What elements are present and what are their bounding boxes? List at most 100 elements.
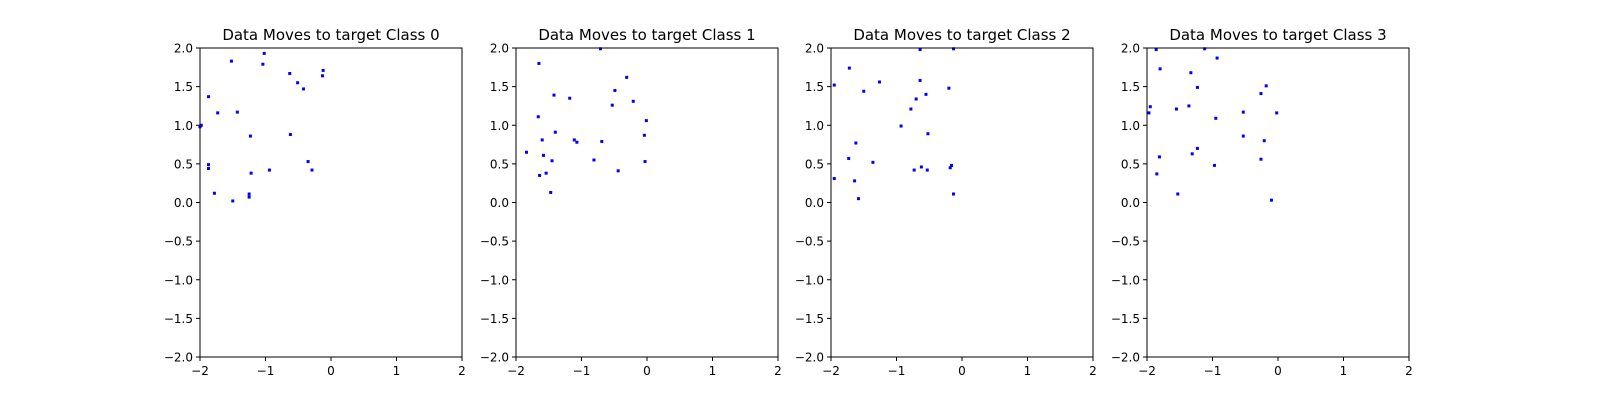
data-point (914, 97, 918, 101)
x-tick-label: 1 (709, 364, 717, 378)
data-point (613, 88, 617, 92)
data-point (600, 139, 604, 143)
chart-title: Data Moves to target Class 1 (538, 26, 755, 44)
data-point (847, 66, 851, 70)
y-tick-label: −0.5 (1111, 235, 1140, 249)
data-point (832, 177, 836, 181)
x-tick-label: 1 (1024, 364, 1032, 378)
axes-frame (830, 47, 1094, 358)
x-tick-label: −2 (507, 364, 525, 378)
data-point (1147, 111, 1151, 115)
data-point (537, 61, 541, 65)
data-point (877, 80, 881, 84)
data-point (550, 159, 554, 163)
data-point (610, 103, 614, 107)
data-point (1187, 104, 1191, 108)
data-point (1190, 152, 1194, 156)
data-point (549, 190, 553, 194)
x-tick-label: 0 (958, 364, 966, 378)
data-point (288, 133, 292, 137)
y-tick-label: 1.0 (174, 119, 193, 133)
y-tick-label: 0.0 (1121, 196, 1140, 210)
data-point (572, 138, 576, 142)
data-point (950, 163, 954, 167)
y-tick-label: −1.5 (795, 312, 824, 326)
data-point (1174, 107, 1178, 111)
data-point (909, 107, 913, 111)
data-point (247, 195, 251, 199)
axes-frame (1146, 47, 1410, 358)
y-tick-label: −2.0 (795, 351, 824, 365)
data-point (207, 95, 211, 99)
subplot-0: Data Moves to target Class 0 −2 −1 0 1 2 −2.0 −… (164, 26, 466, 378)
data-point (643, 160, 647, 164)
x-tick-label: −1 (573, 364, 591, 378)
data-point (1214, 116, 1218, 120)
axes-frame (199, 47, 463, 358)
data-point (947, 86, 951, 90)
data-point (832, 83, 836, 87)
chart-title: Data Moves to target Class 2 (853, 26, 1070, 44)
y-tick-label: 2.0 (490, 42, 509, 56)
data-point (261, 62, 265, 66)
data-point (1212, 163, 1216, 167)
data-point (847, 156, 851, 160)
data-point (288, 71, 292, 75)
y-tick-label: 1.5 (174, 80, 193, 94)
x-tick-label: 0 (1274, 364, 1282, 378)
data-point (924, 92, 928, 96)
subplot-2: Data Moves to target Class 2 −2 −1 0 1 2 −2.0 −… (795, 26, 1097, 378)
data-point (625, 75, 629, 79)
x-tick-label: 2 (774, 364, 782, 378)
data-point (542, 153, 546, 157)
data-point (320, 74, 324, 78)
y-tick-label: 1.5 (805, 80, 824, 94)
data-point (862, 89, 866, 93)
data-point (644, 119, 648, 123)
y-tick-label: 2.0 (1121, 42, 1140, 56)
data-point (919, 165, 923, 169)
data-point (951, 192, 955, 196)
data-point (249, 171, 253, 175)
data-point (301, 87, 305, 91)
x-tick-label: 0 (327, 364, 335, 378)
x-tick-label: −1 (888, 364, 906, 378)
y-tick-label: 1.0 (805, 119, 824, 133)
data-point (1269, 198, 1273, 202)
data-point (1195, 146, 1199, 150)
data-point (854, 141, 858, 145)
data-point (948, 166, 952, 170)
data-point (1259, 157, 1263, 161)
scatter-series (1147, 47, 1279, 202)
y-tick-label: 1.0 (1121, 119, 1140, 133)
data-point (575, 140, 579, 144)
data-point (544, 171, 548, 175)
data-point (1148, 105, 1152, 109)
y-tick-label: −1.0 (164, 273, 193, 287)
x-tick-label: 2 (458, 364, 466, 378)
y-tick-label: 0.0 (174, 196, 193, 210)
y-tick-label: 0.5 (805, 157, 824, 171)
data-point (212, 191, 216, 195)
scatter-series (524, 47, 648, 194)
y-tick-label: 0.0 (490, 196, 509, 210)
y-tick-label: −0.5 (164, 235, 193, 249)
data-point (912, 168, 916, 172)
data-point (296, 81, 300, 85)
x-tick-label: −2 (191, 364, 209, 378)
x-tick-label: −1 (257, 364, 275, 378)
x-tick-label: 2 (1089, 364, 1097, 378)
data-point (599, 47, 602, 51)
data-point (1195, 85, 1199, 89)
data-point (642, 133, 646, 137)
data-point (1241, 110, 1245, 114)
data-point (1259, 92, 1263, 96)
data-point (1157, 155, 1161, 159)
data-point (1264, 84, 1268, 88)
data-point (1155, 172, 1159, 176)
y-tick-label: −1.5 (1111, 312, 1140, 326)
data-point (553, 130, 557, 134)
data-point (899, 124, 903, 128)
data-point (207, 167, 211, 171)
